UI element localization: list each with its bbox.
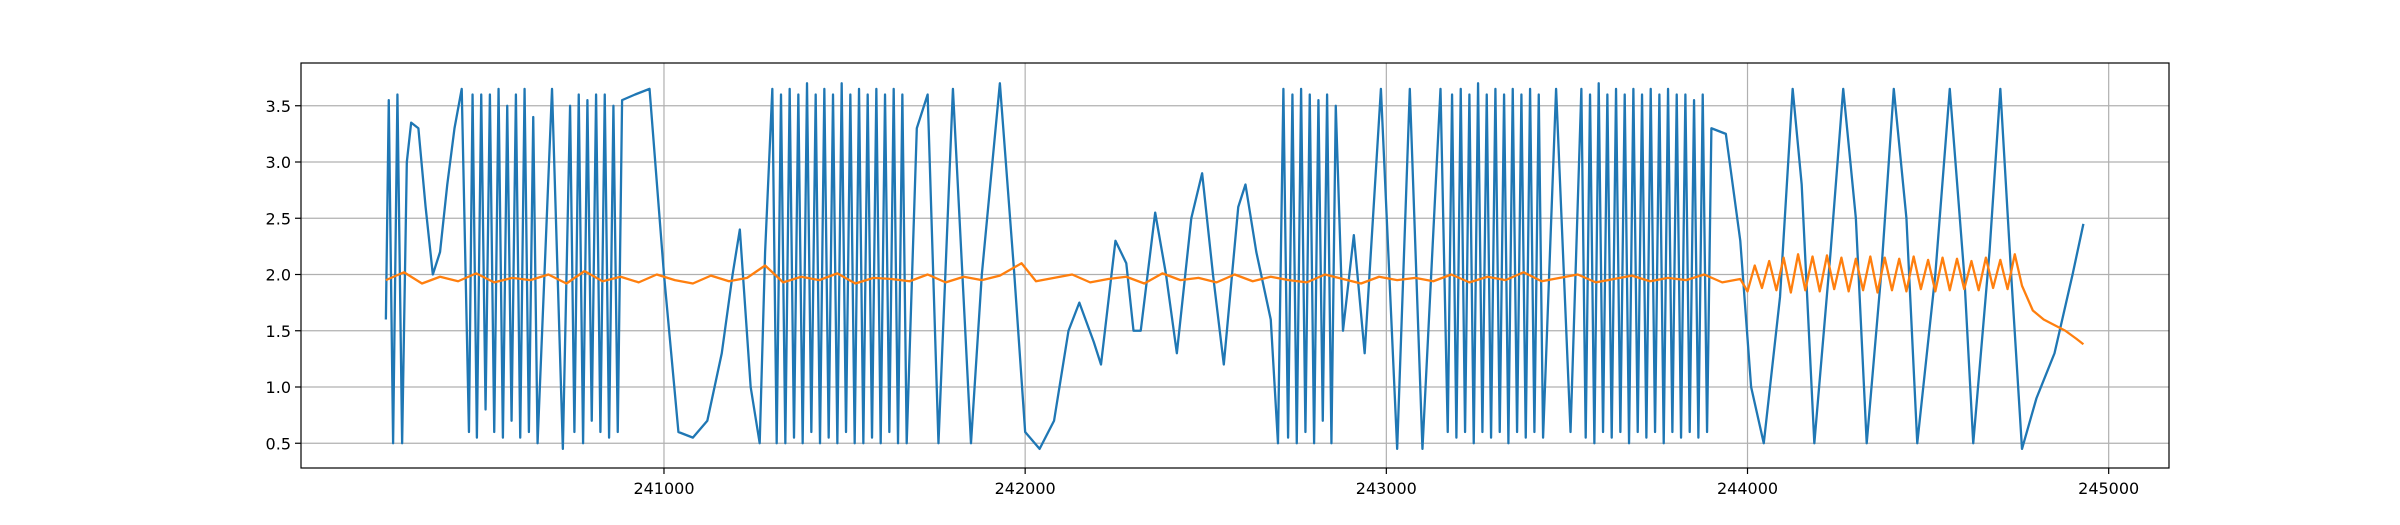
y-tick-label: 3.0 bbox=[266, 153, 291, 172]
y-tick-label: 1.0 bbox=[266, 378, 291, 397]
data-line bbox=[384, 82, 2085, 451]
axes-frame bbox=[300, 62, 2170, 469]
x-tick-label: 245000 bbox=[2078, 479, 2139, 498]
plot-area bbox=[384, 82, 2085, 451]
y-tick-label: 0.5 bbox=[266, 434, 291, 453]
data-line bbox=[385, 253, 2085, 346]
y-tick-label: 2.0 bbox=[266, 266, 291, 285]
y-tick-label: 2.5 bbox=[266, 209, 291, 228]
y-tick-label: 1.5 bbox=[266, 322, 291, 341]
ticks: 241000 242000 243000 244000 245000 0.5 1.0 1.5 2… bbox=[266, 97, 2140, 498]
x-tick-label: 241000 bbox=[633, 479, 694, 498]
x-tick-label: 243000 bbox=[1356, 479, 1417, 498]
x-tick-label: 244000 bbox=[1717, 479, 1778, 498]
y-tick-label: 3.5 bbox=[266, 97, 291, 116]
x-tick-label: 242000 bbox=[995, 479, 1056, 498]
